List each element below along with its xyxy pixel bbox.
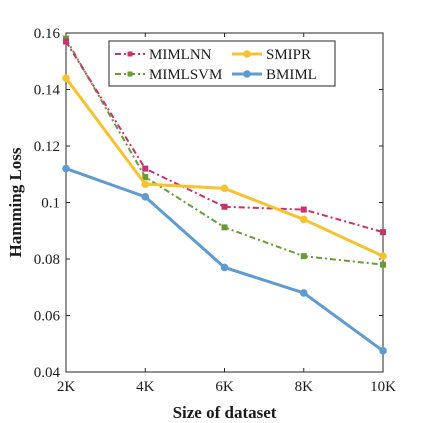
x-tick-label: 4K <box>136 379 155 395</box>
x-tick-label: 6K <box>215 379 234 395</box>
legend-entry-mimlnn: MIMLNN <box>115 47 212 63</box>
legend-label-smipr: SMIPR <box>266 47 311 63</box>
series-lines <box>62 35 387 355</box>
data-point-smipr <box>379 252 387 260</box>
legend-label-mimlnn: MIMLNN <box>149 47 212 63</box>
x-tick-label: 2K <box>57 379 76 395</box>
series-smipr <box>62 74 387 260</box>
data-point-mimlsvm <box>142 174 149 181</box>
data-point-bmiml <box>379 347 387 355</box>
y-tick-label: 0.1 <box>41 196 60 212</box>
y-tick-label: 0.08 <box>34 252 60 268</box>
y-tick-label: 0.06 <box>34 309 61 325</box>
x-axis-label: Size of dataset <box>173 403 277 422</box>
x-tick-label: 10K <box>370 379 396 395</box>
data-point-mimlsvm <box>221 224 228 231</box>
data-point-smipr <box>141 180 150 188</box>
legend-marker-bmiml <box>243 70 251 78</box>
legend: MIMLNN SMIPR MIMLSVM BMIML <box>108 40 336 87</box>
y-tick-label: 0.16 <box>34 26 61 42</box>
data-point-mimlnn <box>380 229 386 236</box>
data-point-smipr <box>220 184 229 193</box>
legend-label-mimlsvm: MIMLSVM <box>149 67 222 83</box>
y-axis-label: Hamming Loss <box>6 147 25 257</box>
data-point-bmiml <box>220 263 229 272</box>
y-tick-label: 0.04 <box>34 365 61 381</box>
y-tick-label: 0.14 <box>34 83 61 99</box>
legend-entry-smipr: SMIPR <box>232 47 311 63</box>
legend-label-bmiml: BMIML <box>266 67 317 83</box>
x-tick-label: 8K <box>295 379 314 395</box>
series-mimlnn <box>63 38 386 236</box>
data-point-mimlnn <box>221 203 228 210</box>
data-point-mimlnn <box>142 165 149 172</box>
data-point-bmiml <box>141 193 150 201</box>
data-point-mimlsvm <box>300 253 307 260</box>
legend-box <box>108 40 336 87</box>
axis-ticks: 2K 4K 6K 8K 10K 0.04 0.06 0.08 0.1 0.12 0.14 0.16 <box>34 26 396 395</box>
data-point-mimlnn <box>300 206 307 213</box>
legend-entry-bmiml: BMIML <box>232 67 317 83</box>
legend-entry-mimlsvm: MIMLSVM <box>115 67 222 83</box>
data-point-mimlsvm <box>380 261 386 268</box>
data-point-smipr <box>299 215 308 224</box>
data-point-bmiml <box>299 289 308 297</box>
data-point-mimlnn <box>63 38 69 45</box>
data-point-smipr <box>62 74 70 82</box>
legend-marker-mimlnn <box>127 51 133 57</box>
legend-marker-smipr <box>243 50 251 58</box>
series-bmiml <box>62 164 387 355</box>
series-line-mimlnn <box>65 40 384 234</box>
legend-marker-mimlsvm <box>127 71 133 77</box>
y-tick-label: 0.12 <box>34 139 60 155</box>
data-point-bmiml <box>62 164 70 173</box>
